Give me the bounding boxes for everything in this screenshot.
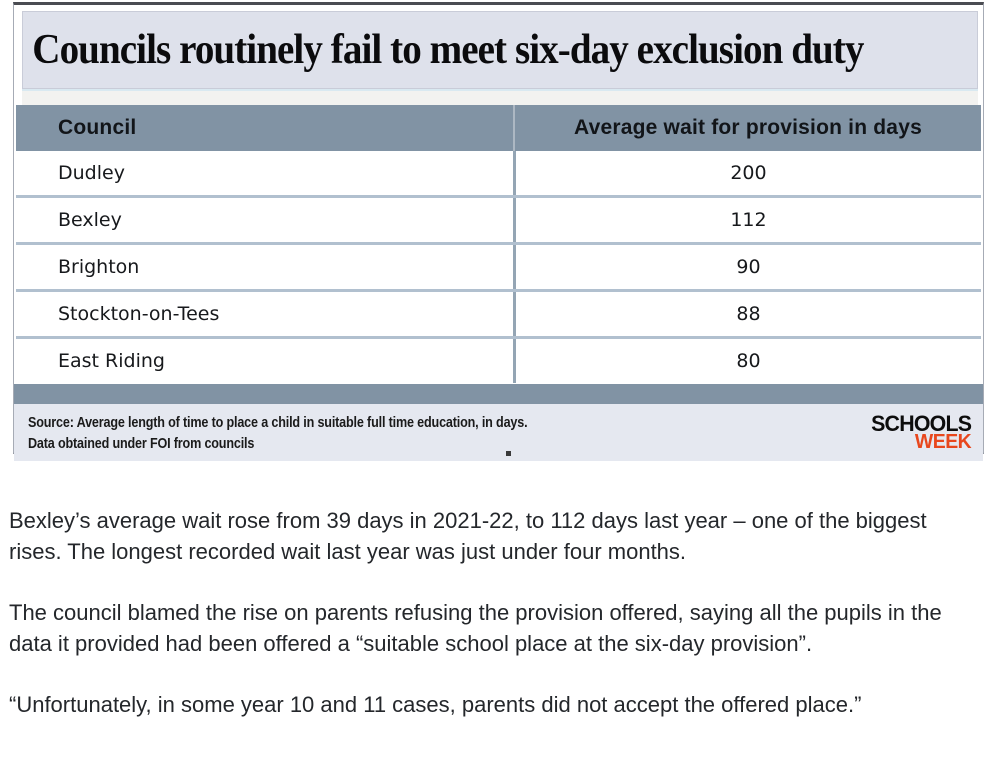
infographic-title: Councils routinely fail to meet six-day … — [32, 27, 864, 73]
source-line-1: Source: Average length of time to place … — [28, 414, 528, 431]
wait-value: 80 — [512, 339, 981, 383]
council-name: Dudley — [58, 162, 125, 184]
exclusion-wait-infographic: Councils routinely fail to meet six-day … — [13, 2, 984, 461]
column-header-average-wait: Average wait for provision in days — [512, 105, 981, 151]
wait-value: 200 — [512, 151, 981, 195]
article-body: Bexley’s average wait rose from 39 days … — [9, 505, 981, 750]
infographic-footer: Source: Average length of time to place … — [14, 404, 983, 461]
wait-value: 88 — [512, 292, 981, 336]
councils-wait-table: Council Average wait for provision in da… — [16, 105, 981, 383]
table-row: Bexley 112 — [16, 198, 981, 245]
footer-separator-bar — [14, 384, 983, 404]
title-divider — [22, 89, 978, 105]
council-name: Stockton-on-Tees — [58, 303, 220, 325]
schools-week-logo: SCHOOLS WEEK — [870, 411, 972, 461]
wait-value: 90 — [512, 245, 981, 289]
source-note: Source: Average length of time to place … — [28, 412, 528, 461]
wait-value: 112 — [512, 198, 981, 242]
logo-text-week: WEEK — [914, 431, 972, 453]
paragraph-bexley-rise: Bexley’s average wait rose from 39 days … — [9, 508, 927, 564]
table-row: Dudley 200 — [16, 151, 981, 198]
table-row: East Riding 80 — [16, 339, 981, 383]
infographic-title-bar: Councils routinely fail to meet six-day … — [22, 11, 978, 89]
paragraph-council-response: The council blamed the rise on parents r… — [9, 600, 942, 656]
source-line-2: Data obtained under FOI from councils — [28, 435, 255, 452]
logo-text-schools: SCHOOLS — [870, 411, 972, 436]
column-header-council: Council — [58, 116, 137, 139]
table-row: Stockton-on-Tees 88 — [16, 292, 981, 339]
council-name: East Riding — [58, 350, 165, 372]
paragraph-quote: “Unfortunately, in some year 10 and 11 c… — [9, 692, 862, 717]
council-name: Bexley — [58, 209, 122, 231]
table-row: Brighton 90 — [16, 245, 981, 292]
image-handle-dot — [506, 451, 511, 456]
council-name: Brighton — [58, 256, 140, 278]
table-header-row: Council Average wait for provision in da… — [16, 105, 981, 151]
